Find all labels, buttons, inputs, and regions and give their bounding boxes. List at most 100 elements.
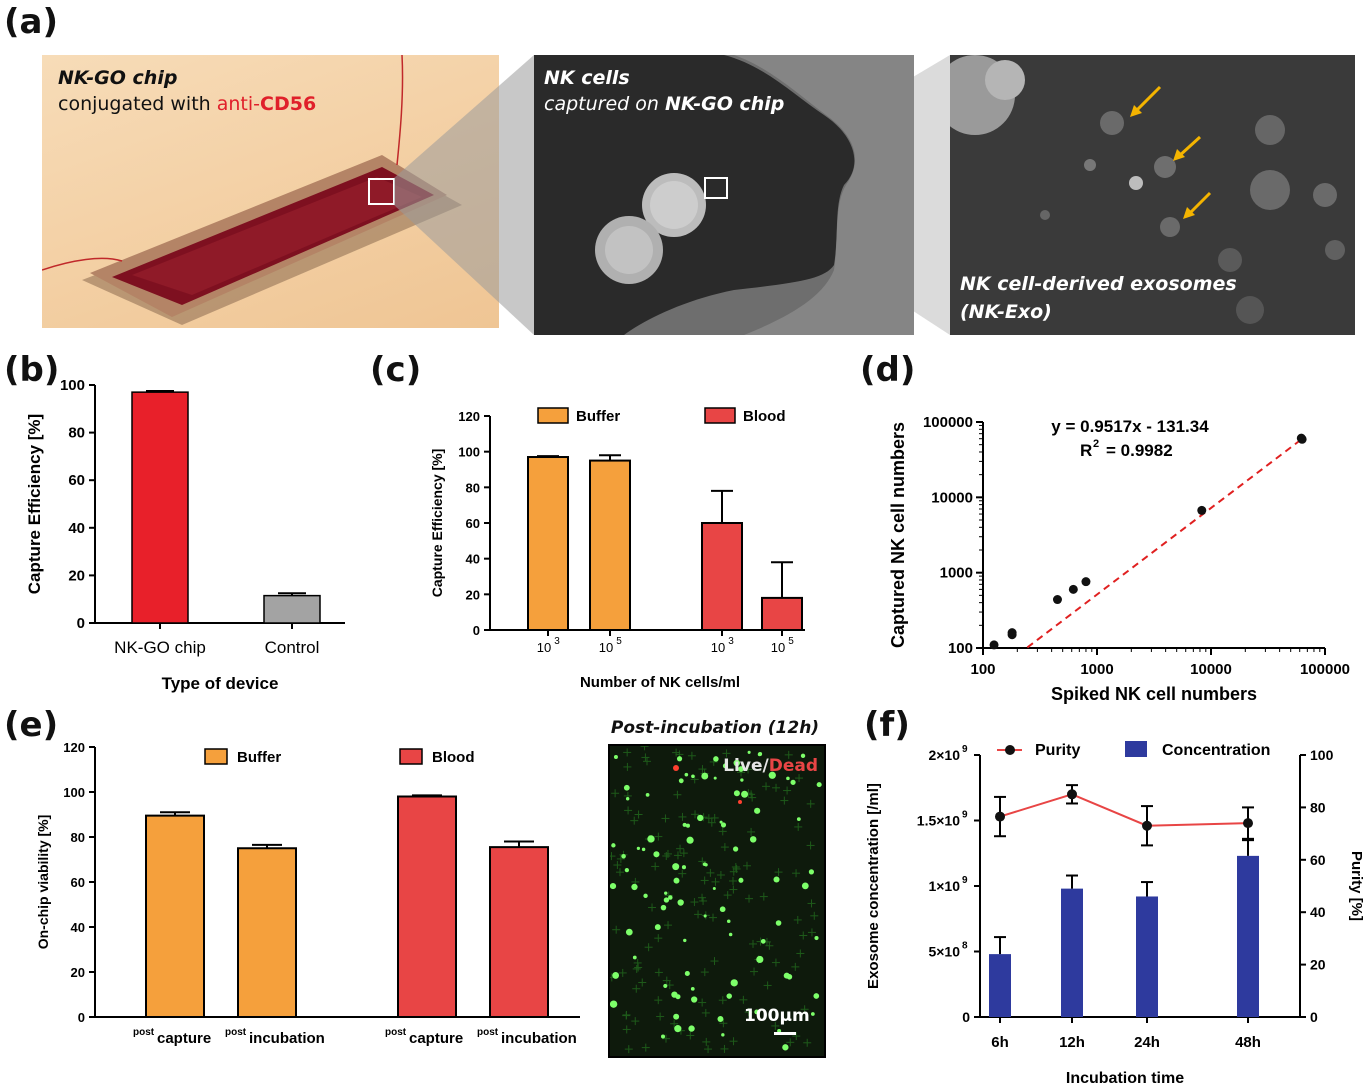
live-cell-dot [691,774,695,779]
y-tick-label: 80 [68,425,85,442]
exosome-photo: NK cell-derived exosomes (NK-Exo) [950,55,1355,335]
legend-swatch-Buffer [537,407,569,424]
live-cell-dot [760,938,766,944]
live-cell-dot [754,807,761,814]
live-cell-dot [631,883,638,891]
live-cell-dot [673,1013,680,1020]
x-tick-superscript: post [477,1027,499,1038]
live-cell-dot [678,778,684,784]
live-cell-dot [653,851,660,858]
x-tick-label: 10 [771,640,785,655]
x-tick-label: 6h [991,1034,1009,1051]
y-axis-label: On-chip viability [%] [35,815,51,950]
bar-Concentration [1136,896,1158,1017]
x-tick-exponent: 5 [616,636,622,647]
live-cell-dot [676,756,683,762]
x-tick-label: 48h [1235,1034,1261,1051]
live-cell-dot [660,1034,666,1039]
live-cell-dot [768,771,776,779]
live-cell-dot [663,897,670,903]
y-axis-left-label: Exosome concentration [/ml] [865,783,882,989]
live-cell-dot [610,882,617,890]
y-left-tick-label: 2×10 [928,747,960,763]
y-right-tick-label: 60 [1310,852,1326,868]
legend-label-Buffer: Buffer [237,749,281,766]
live-cell-dot [800,753,806,758]
x-axis-label: Incubation time [1066,1070,1184,1086]
legend-label-Blood: Blood [432,749,475,766]
live-cell-dot [668,895,673,900]
live-dead-label: Live/Dead [723,756,818,776]
y-left-tick-label: 1.5×10 [917,813,960,829]
bar-Buffer [589,459,631,632]
dead-cell-dot [738,800,742,804]
live-cell-dot [645,792,650,797]
live-cell-dot [685,823,690,828]
live-cell-dot [726,919,731,924]
fit-line [1026,438,1303,649]
y-right-tick-label: 80 [1310,799,1326,815]
y-left-tick-label: 0 [962,1009,970,1025]
x-tick-label: incubation [501,1030,577,1047]
live-cell-dot [674,1025,682,1033]
live-cell-dot [702,862,707,867]
live-cell-dot [808,869,815,875]
micro-title: Post-incubation (12h) [610,718,820,738]
live-cell-dot [683,938,687,943]
exo-title: NK cell-derived exosomes [960,273,1237,295]
data-point [1007,628,1017,638]
bar-Blood [761,596,803,631]
live-dead-micrograph: Live/Dead 100μm [608,744,826,1058]
live-cell-dot [728,932,733,937]
x-tick-label: capture [409,1030,463,1047]
x-axis-label: Type of device [162,674,279,693]
sem-cells-photo: NK cells captured on NK-GO chip [534,55,914,335]
live-cell-dot [719,906,726,913]
x-tick-label: NK-GO chip [114,638,206,657]
scale-bar-label: 100μm [744,1006,810,1026]
purity-point [1067,789,1077,800]
legend-swatch-Blood [399,748,423,765]
y-tick-label: 0 [78,1010,85,1025]
purity-line [999,793,1249,827]
data-point [989,640,999,650]
chart-b: 0 20 40 60 80 100 NK-GO chip Control Type of dev… [25,377,345,693]
live-cell-dot [786,776,790,781]
live-cell-dot [664,891,668,895]
chip-photo: NK-GO chip conjugated with anti-CD56 [42,55,499,328]
live-cell-dot [740,778,744,782]
panel-label-a: (a) [4,2,59,42]
y-left-tick-exponent: 9 [962,875,968,886]
bar-Concentration [1061,888,1083,1017]
live-cell-dot [712,886,716,890]
y-left-tick-label: 5×10 [928,944,960,960]
live-cell-dot [813,993,820,999]
y-right-tick-label: 20 [1310,957,1326,973]
scale-bar [774,1032,796,1035]
y-tick-label: 20 [68,567,85,584]
legend-label-Buffer: Buffer [576,408,620,425]
y-tick-label: 80 [71,830,85,845]
x-tick-label: 10 [599,640,613,655]
y-right-tick-label: 40 [1310,904,1326,920]
y-tick-label: 40 [68,520,85,537]
data-point [1052,595,1062,605]
live-cell-dot [738,766,744,772]
x-tick-label: 10000 [1190,661,1232,678]
live-cell-dot [713,776,717,780]
y-tick-label: 0 [77,615,85,632]
y-axis-label: Captured NK cell numbers [888,422,908,648]
y-axis-label: Capture Efficiency [%] [25,414,44,594]
live-cell-dot [672,863,680,871]
exo-subtitle: (NK-Exo) [960,301,1052,323]
purity-point [1142,820,1152,831]
x-tick-label: 10 [537,640,551,655]
live-cell-dot [660,904,667,911]
live-cell-dot [663,983,668,989]
x-tick-superscript: post [385,1027,407,1038]
live-cell-dot [610,1000,618,1008]
live-cell-dot [814,935,819,941]
x-tick-superscript: post [225,1027,247,1038]
